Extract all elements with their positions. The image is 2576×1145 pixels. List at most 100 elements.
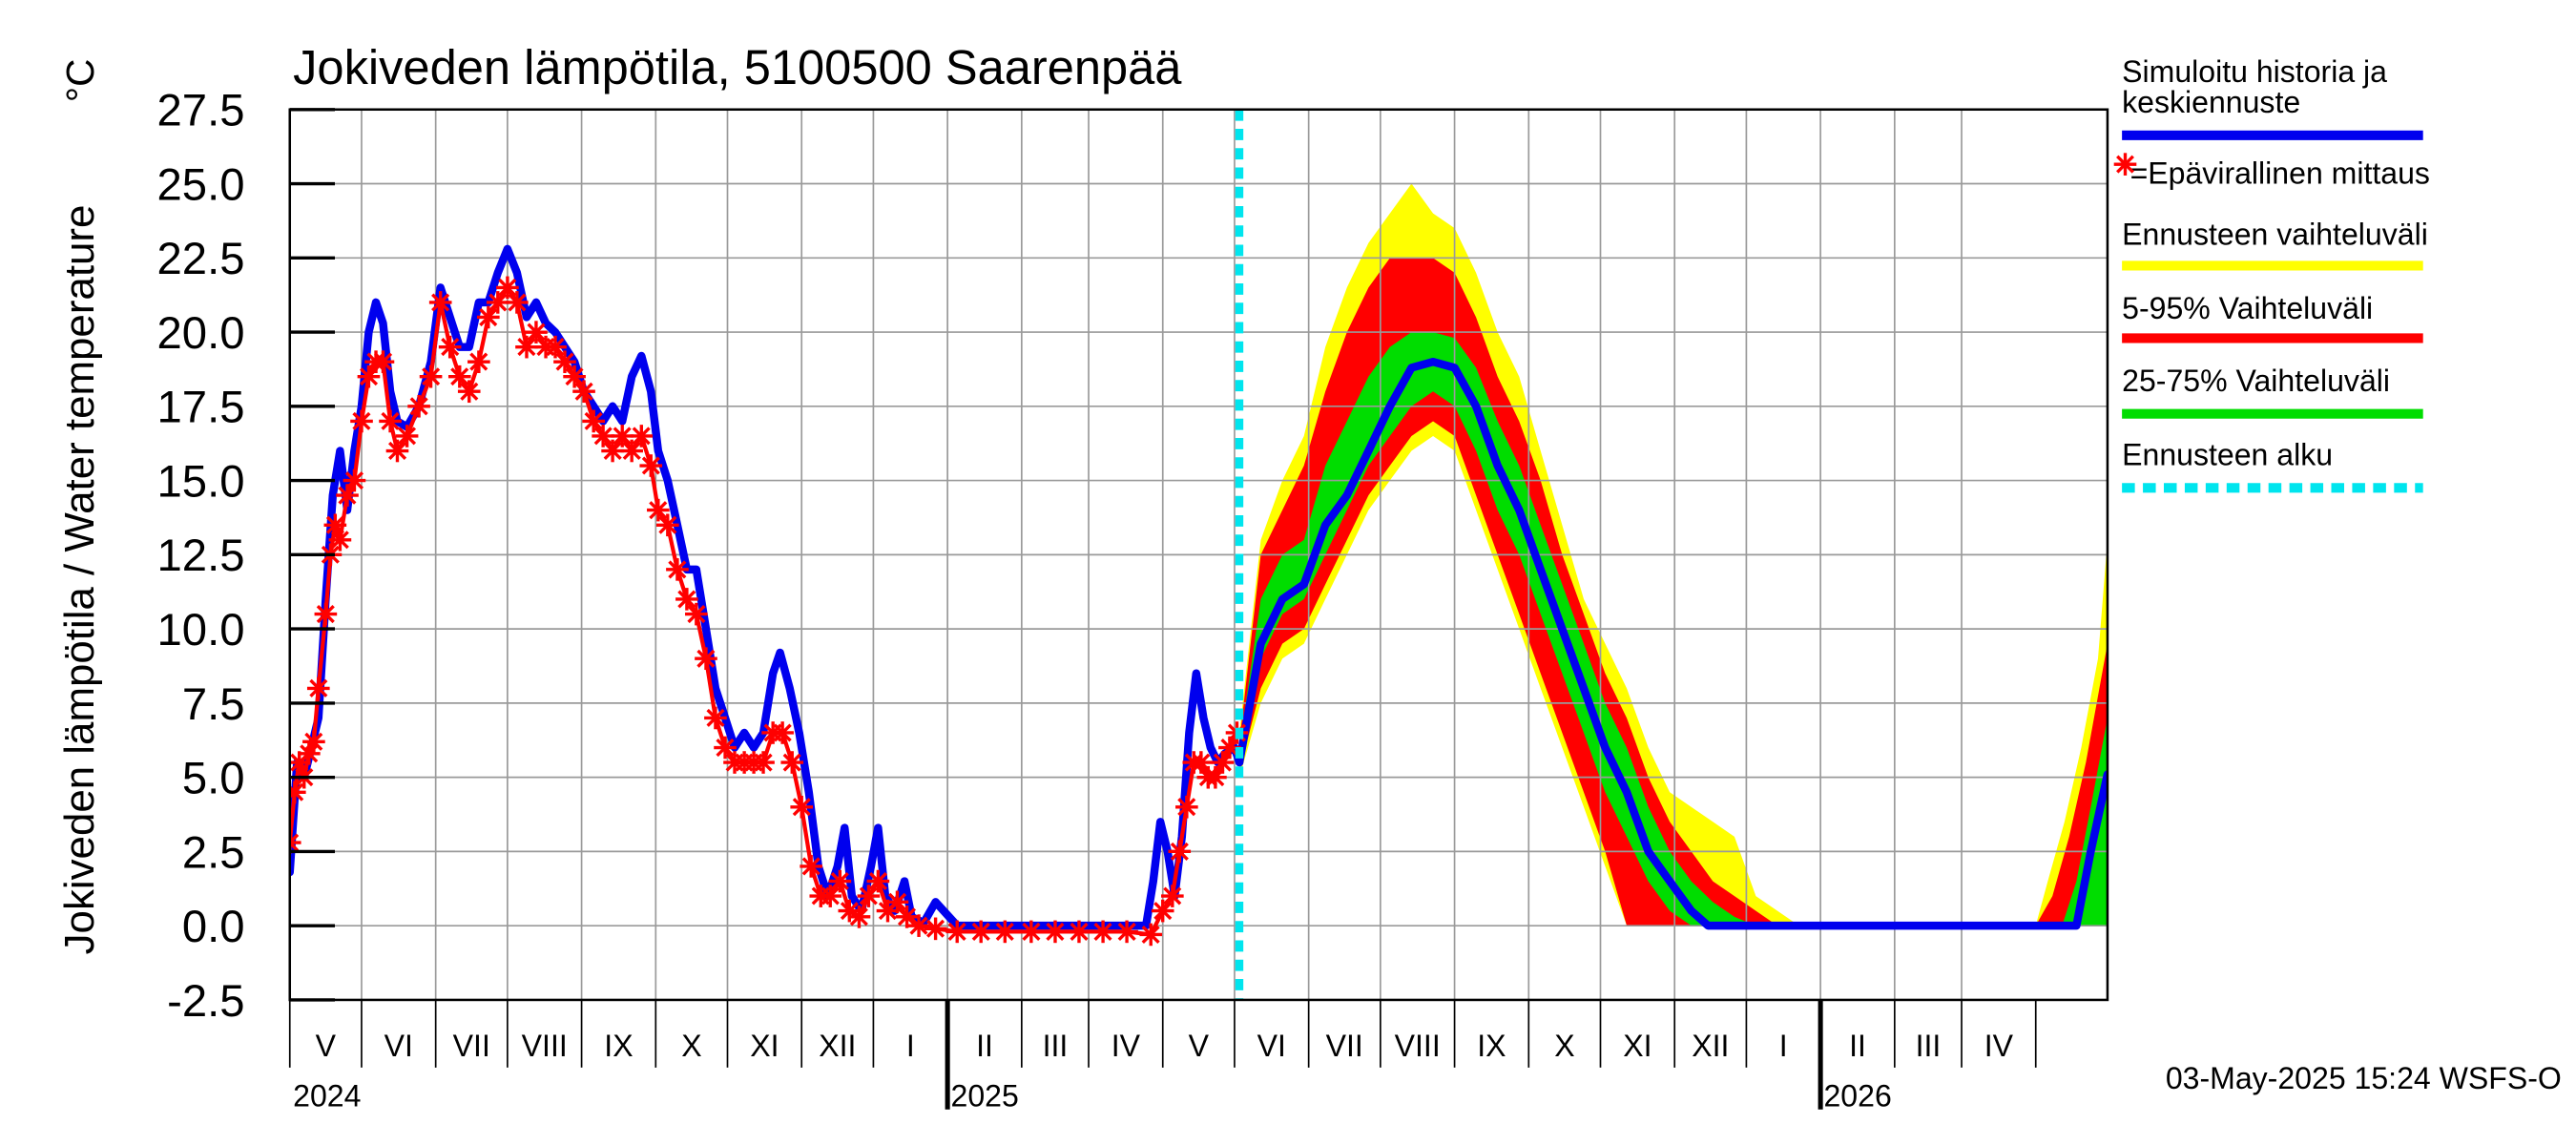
legend-label: keskiennuste (2122, 85, 2300, 119)
measurement-marker (371, 350, 395, 373)
y-tick-label: 25.0 (157, 159, 245, 210)
y-tick-label: 17.5 (157, 383, 245, 433)
measurement-marker (582, 409, 605, 433)
x-month-label: V (316, 1029, 337, 1063)
measurement-marker (563, 364, 586, 388)
y-tick-label: 10.0 (157, 605, 245, 656)
measurement-marker (419, 364, 443, 388)
legend-label: 25-75% Vaihteluväli (2122, 364, 2390, 398)
measurement-marker (907, 914, 930, 937)
measurement-marker (496, 276, 519, 300)
x-month-label: XII (819, 1029, 856, 1063)
measurement-marker (328, 529, 352, 552)
x-month-label: X (681, 1029, 701, 1063)
x-month-label: II (976, 1029, 993, 1063)
measurement-marker (780, 751, 804, 774)
measurement-marker (800, 855, 822, 878)
measurement-marker (1068, 920, 1091, 944)
x-month-label: IX (1477, 1029, 1506, 1063)
measurement-marker (601, 439, 624, 463)
measurement-marker (506, 291, 529, 314)
measurement-marker (819, 885, 842, 907)
measurement-marker (572, 380, 595, 404)
measurement-marker (1091, 920, 1114, 944)
x-month-label: V (1189, 1029, 1210, 1063)
measurement-marker (1115, 920, 1138, 944)
measurement-marker (655, 513, 679, 537)
x-month-label: III (1043, 1029, 1069, 1063)
measurement-marker (1168, 840, 1192, 864)
x-month-label: VI (384, 1029, 413, 1063)
measurement-markers (289, 276, 1249, 947)
x-year-label: 2025 (951, 1078, 1019, 1113)
legend-label: Simuloitu historia ja (2122, 54, 2387, 89)
measurement-marker (306, 677, 330, 700)
measurement-marker (857, 885, 881, 907)
measurement-marker (704, 706, 727, 730)
measurement-marker (438, 335, 462, 359)
series-line-2 (1235, 357, 2108, 930)
measurement-marker (302, 730, 325, 754)
x-month-label: XII (1692, 1029, 1729, 1063)
measurement-marker (611, 425, 634, 448)
x-month-label: XI (750, 1029, 779, 1063)
legend-label: Ennusteen alku (2122, 438, 2333, 472)
x-month-label: IX (604, 1029, 633, 1063)
measurement-marker (544, 335, 567, 359)
measurement-marker (685, 602, 708, 626)
legend-label: Ennusteen vaihteluväli (2122, 218, 2428, 252)
y-tick-label: 27.5 (157, 86, 245, 136)
measurement-marker (924, 917, 947, 941)
x-month-label: IV (1984, 1029, 2014, 1063)
y-tick-label: -2.5 (167, 976, 244, 1027)
measurement-marker (289, 831, 301, 854)
x-year-label: 2026 (1823, 1078, 1891, 1113)
x-month-label: VII (453, 1029, 490, 1063)
measurement-marker (895, 906, 919, 928)
measurement-marker (945, 920, 969, 944)
x-month-label: I (1779, 1029, 1788, 1063)
legend-label: 5-95% Vaihteluväli (2122, 291, 2373, 325)
measurement-marker (695, 647, 717, 670)
measurement-marker (866, 869, 890, 893)
measurement-marker (553, 350, 576, 373)
axes: 27.5 25.0 22.5 20.0 17.5 15.0 12.5 10.0 7.5 5.0 2.… (157, 86, 2109, 1113)
chart-title: Jokiveden lämpötila, 5100500 Saarenpää (293, 40, 1182, 94)
y-tick-label: 20.0 (157, 308, 245, 359)
measurement-marker (675, 588, 698, 611)
timestamp: 03-May-2025 15:24 WSFS-O (2166, 1061, 2562, 1095)
measurement-marker (350, 409, 373, 433)
measurement-marker (847, 906, 871, 928)
x-month-label: VIII (522, 1029, 568, 1063)
measurement-marker (428, 291, 452, 314)
measurement-marker (407, 394, 430, 418)
measurement-marker (379, 409, 402, 433)
x-month-label: II (1849, 1029, 1866, 1063)
measurement-marker (969, 920, 993, 944)
measurement-marker (457, 380, 481, 404)
measurement-marker (343, 468, 366, 492)
measurement-marker (630, 425, 654, 448)
measurement-marker (1161, 885, 1184, 907)
y-tick-label: 2.5 (182, 827, 245, 878)
measurement-marker (477, 305, 500, 329)
measurement-marker (771, 721, 794, 744)
measurement-marker (639, 454, 663, 477)
measurement-marker (828, 869, 852, 893)
y-tick-label: 7.5 (182, 679, 245, 730)
measurement-marker (993, 920, 1017, 944)
measurement-marker (1044, 920, 1067, 944)
measurement-marker (790, 795, 814, 819)
measurement-marker (1204, 765, 1227, 789)
x-month-label: XI (1623, 1029, 1652, 1063)
measurement-marker (525, 321, 548, 344)
legend-label: =Epävirallinen mittaus (2130, 156, 2430, 190)
x-month-label: III (1916, 1029, 1942, 1063)
x-month-label: X (1554, 1029, 1574, 1063)
measurement-marker (1151, 899, 1174, 923)
measurement-marker (592, 425, 614, 448)
y-tick-label: 0.0 (182, 902, 245, 952)
measurement-marker (647, 498, 670, 522)
